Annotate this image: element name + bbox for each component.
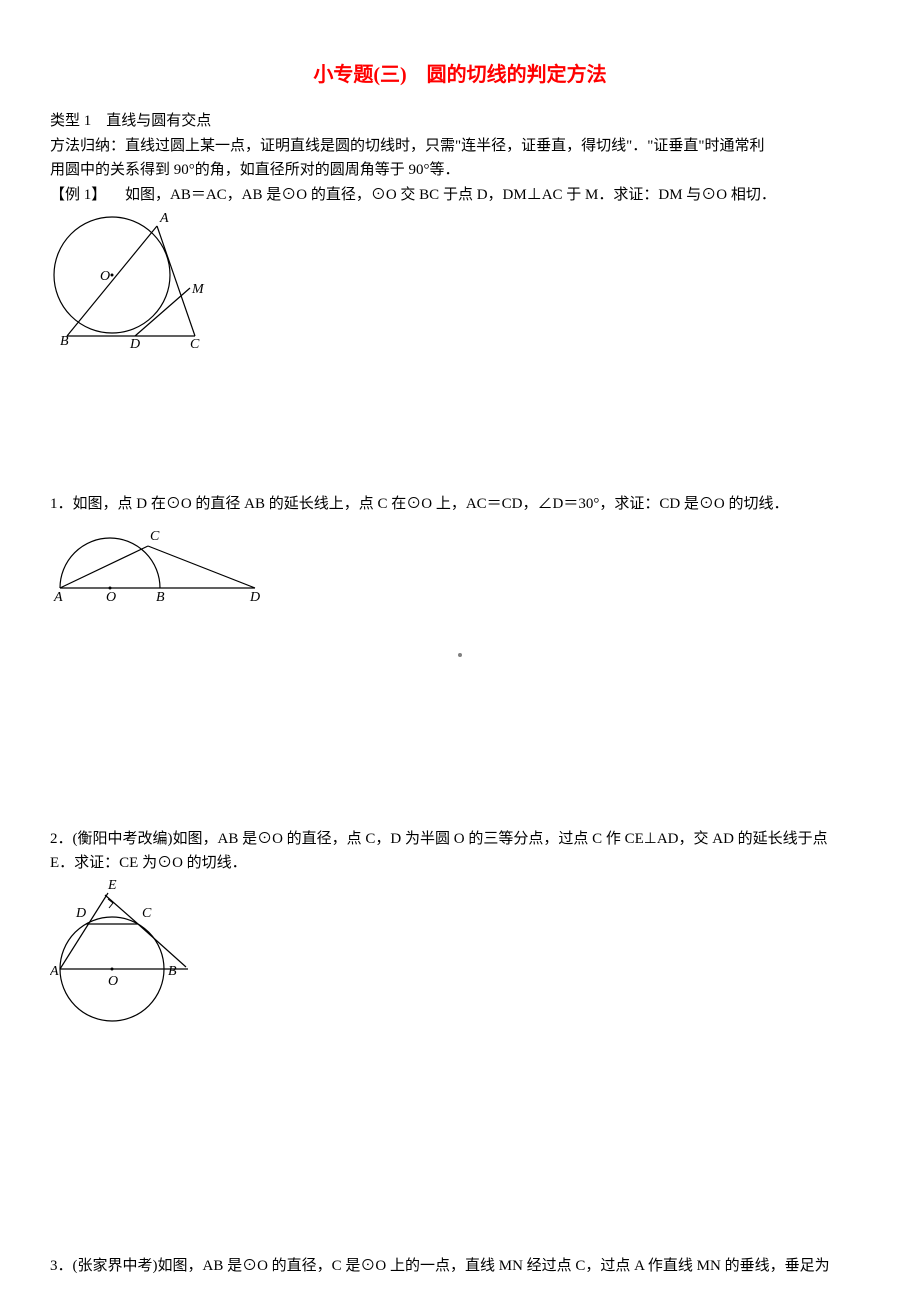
svg-text:D: D: [75, 906, 86, 921]
svg-text:A: A: [50, 964, 59, 979]
svg-text:D: D: [129, 337, 140, 352]
example-1-block: 【例 1】 如图，AB＝AC，AB 是⊙O 的直径，⊙O 交 BC 于点 D，D…: [50, 184, 870, 354]
svg-text:C: C: [150, 529, 160, 544]
svg-text:B: B: [156, 590, 165, 603]
problem-2-block: 2．(衡阳中考改编)如图，AB 是⊙O 的直径，点 C，D 为半圆 O 的三等分…: [50, 828, 870, 1035]
section-header: 类型 1 直线与圆有交点: [50, 110, 870, 133]
problem-3-block: 3．(张家界中考)如图，AB 是⊙O 的直径，C 是⊙O 上的一点，直线 MN …: [50, 1255, 870, 1280]
method-summary-line-2: 用圆中的关系得到 90°的角，如直径所对的圆周角等于 90°等．: [50, 159, 870, 182]
problem-2-text-line-1: 2．(衡阳中考改编)如图，AB 是⊙O 的直径，点 C，D 为半圆 O 的三等分…: [50, 828, 870, 851]
problem-3-text: 3．(张家界中考)如图，AB 是⊙O 的直径，C 是⊙O 上的一点，直线 MN …: [50, 1255, 870, 1278]
svg-text:A: A: [159, 211, 169, 226]
example-1-figure-container: O A B D C M: [50, 208, 870, 353]
svg-text:D: D: [249, 590, 260, 603]
svg-text:A: A: [53, 590, 63, 603]
svg-text:B: B: [168, 964, 177, 979]
svg-text:M: M: [191, 282, 205, 297]
spacer-3: [50, 1035, 870, 1255]
problem-1-figure: A O B D C: [50, 518, 265, 603]
problem-2-figure: O A B D C E: [50, 877, 193, 1035]
svg-text:C: C: [190, 337, 200, 352]
problem-1-text: 1．如图，点 D 在⊙O 的直径 AB 的延长线上，点 C 在⊙O 上，AC＝C…: [50, 493, 870, 516]
spacer-2: [50, 603, 870, 828]
problem-1-block: 1．如图，点 D 在⊙O 的直径 AB 的延长线上，点 C 在⊙O 上，AC＝C…: [50, 493, 870, 603]
svg-text:E: E: [107, 878, 117, 893]
method-summary-line-1: 方法归纳：直线过圆上某一点，证明直线是圆的切线时，只需"连半径，证垂直，得切线"…: [50, 135, 870, 158]
example-1-figure: O A B D C M: [50, 208, 205, 353]
spacer-1: [50, 353, 870, 493]
svg-text:O: O: [106, 590, 116, 603]
center-marker: [458, 653, 462, 657]
page-title: 小专题(三) 圆的切线的判定方法: [50, 60, 870, 90]
svg-text:O: O: [100, 269, 110, 284]
example-1-text: 【例 1】 如图，AB＝AC，AB 是⊙O 的直径，⊙O 交 BC 于点 D，D…: [50, 184, 870, 207]
svg-text:O: O: [108, 974, 118, 989]
svg-text:C: C: [142, 906, 152, 921]
problem-2-text-line-2: E．求证：CE 为⊙O 的切线．: [50, 852, 870, 875]
problem-2-figure-container: O A B D C E: [50, 877, 870, 1035]
problem-1-figure-container: A O B D C: [50, 518, 870, 603]
